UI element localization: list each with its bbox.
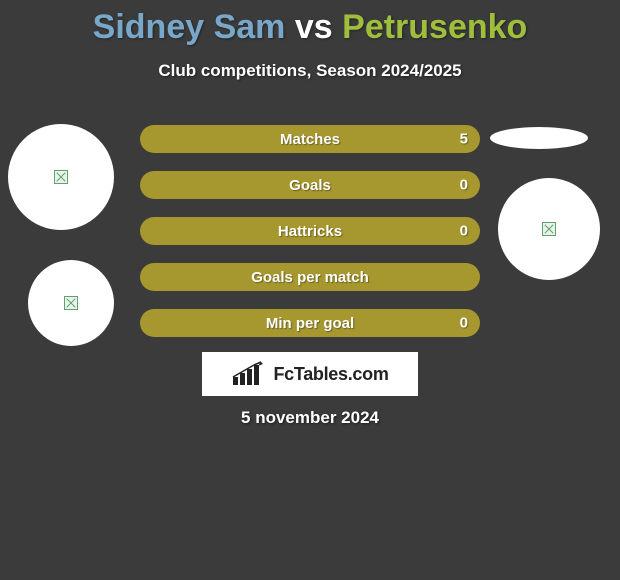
player1-name: Sidney Sam <box>93 8 286 46</box>
stat-row-hattricks: Hattricks 0 <box>140 217 480 245</box>
stat-row-goals-per-match: Goals per match <box>140 263 480 291</box>
stat-label: Min per goal <box>266 315 354 332</box>
branding-badge: FcTables.com <box>202 352 418 396</box>
decorative-ellipse <box>490 127 588 149</box>
player-photo-placeholder <box>498 178 600 280</box>
stat-right-value: 0 <box>460 177 468 194</box>
bars-icon <box>231 361 267 387</box>
stat-right-value: 5 <box>460 131 468 148</box>
stat-row-goals: Goals 0 <box>140 171 480 199</box>
branding-text: FcTables.com <box>273 364 388 385</box>
stat-label: Matches <box>280 131 340 148</box>
subtitle: Club competitions, Season 2024/2025 <box>0 61 620 81</box>
vs-text: vs <box>295 8 333 46</box>
stat-row-matches: Matches 5 <box>140 125 480 153</box>
player-photo-placeholder <box>8 124 114 230</box>
stat-right-value: 0 <box>460 315 468 332</box>
stat-label: Goals per match <box>251 269 369 286</box>
broken-image-icon <box>542 222 556 236</box>
stat-right-value: 0 <box>460 223 468 240</box>
date-text: 5 november 2024 <box>0 408 620 428</box>
stat-rows: Matches 5 Goals 0 Hattricks 0 Goals per … <box>140 125 480 355</box>
broken-image-icon <box>64 296 78 310</box>
stat-label: Hattricks <box>278 223 342 240</box>
player2-name: Petrusenko <box>342 8 527 46</box>
stat-label: Goals <box>289 177 331 194</box>
broken-image-icon <box>54 170 68 184</box>
player-photo-placeholder <box>28 260 114 346</box>
comparison-title: Sidney Sam vs Petrusenko <box>0 0 620 47</box>
stat-row-min-per-goal: Min per goal 0 <box>140 309 480 337</box>
